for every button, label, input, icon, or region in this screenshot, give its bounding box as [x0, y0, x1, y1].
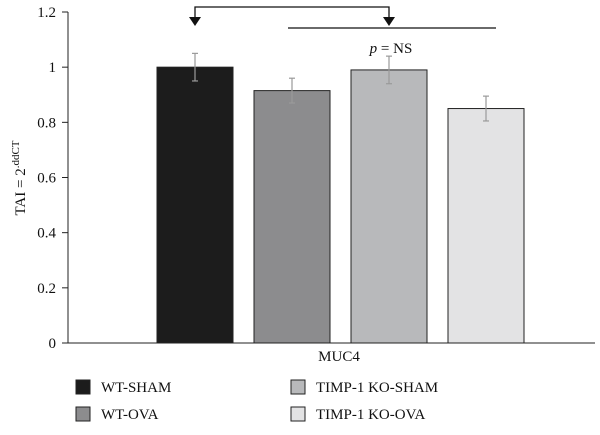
y-axis-label-superscript: .ddCT — [10, 140, 22, 168]
legend: WT-SHAM WT-OVA TIMP-1 KO-SHAM TIMP-1 KO-OVA — [75, 379, 438, 423]
p-value-text: = NS — [377, 41, 412, 57]
bar-wt-ova — [253, 90, 331, 344]
bar-timp-1-ko-sham — [350, 69, 428, 344]
y-tick-label: 1.2 — [37, 5, 56, 21]
legend-swatch — [75, 406, 91, 422]
bar-timp-1-ko-ova — [447, 108, 525, 344]
legend-label: WT-OVA — [101, 407, 159, 423]
legend-swatch — [290, 406, 306, 422]
legend-label: TIMP-1 KO-SHAM — [316, 380, 438, 396]
legend-label: WT-SHAM — [101, 380, 171, 396]
y-axis-label-main: TAI = 2 — [13, 168, 29, 215]
y-tick-label: 0.4 — [37, 226, 56, 242]
y-tick-label: 0.6 — [37, 171, 56, 187]
bracket-line — [194, 6, 390, 18]
bars — [156, 52, 525, 344]
significance-bracket — [189, 6, 496, 29]
bar-wt-sham — [156, 66, 234, 344]
legend-swatch — [75, 379, 91, 395]
p-symbol: p — [369, 41, 378, 57]
y-axis-label: TAI = 2.ddCT — [10, 140, 29, 215]
y-tick-label: 0.2 — [37, 281, 56, 297]
y-axis-ticks: 0 0.2 0.4 0.6 0.8 1 1.2 — [37, 5, 68, 352]
y-tick-label: 1 — [49, 60, 57, 76]
p-value-annotation: p = NS — [369, 41, 413, 57]
x-axis-label: MUC4 — [318, 349, 360, 365]
y-tick-label: 0.8 — [37, 115, 56, 131]
arrow-head-right — [383, 17, 395, 26]
arrow-head-left — [189, 17, 201, 26]
legend-swatch — [290, 379, 306, 395]
legend-label: TIMP-1 KO-OVA — [316, 407, 425, 423]
y-tick-label: 0 — [49, 336, 57, 352]
